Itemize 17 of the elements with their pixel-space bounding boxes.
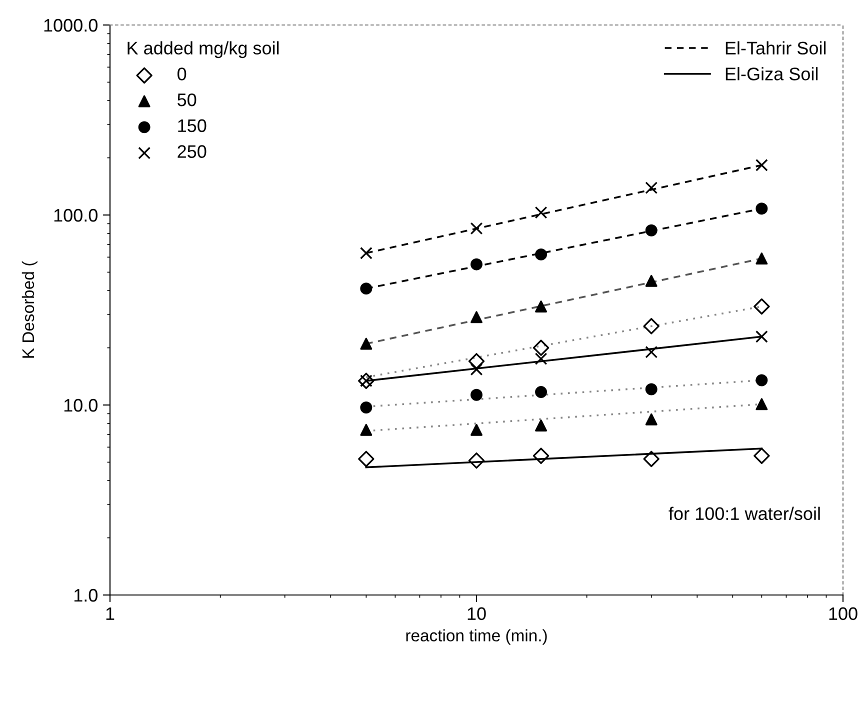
legend-label: 50 bbox=[178, 93, 196, 106]
legend-label: El-Tahrir Soil bbox=[726, 41, 826, 55]
legend-label: 250 bbox=[178, 145, 206, 158]
y-tick-label: 100.0 bbox=[54, 208, 98, 222]
legend-label: 150 bbox=[178, 119, 206, 132]
legend-label: El-Giza Soil bbox=[726, 67, 818, 80]
legend-label: 0 bbox=[178, 68, 186, 80]
legend-title: K added mg/kg soil bbox=[128, 41, 279, 58]
y-tick-label: 1.0 bbox=[74, 588, 98, 602]
y-tick-label: 10.0 bbox=[64, 398, 98, 412]
y-tick-label: 1000.0 bbox=[44, 18, 98, 32]
x-tick-label: 1 bbox=[106, 607, 114, 620]
x-axis-title: reaction time (min.) bbox=[406, 629, 547, 645]
annotation: for 100:1 water/soil bbox=[668, 506, 820, 520]
x-tick-label: 100 bbox=[829, 607, 858, 620]
x-tick-label: 10 bbox=[468, 607, 486, 620]
y-axis-title: K Desorbed ( bbox=[22, 260, 38, 358]
